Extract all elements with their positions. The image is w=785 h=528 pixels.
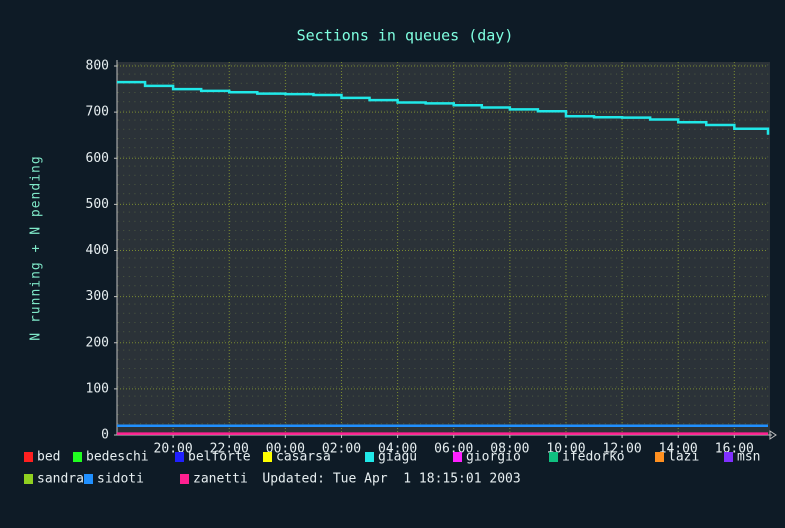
- x-tick-label: 00:00: [266, 442, 305, 457]
- legend-swatch: [175, 452, 184, 462]
- legend-swatch: [263, 452, 272, 462]
- y-tick-label: 300: [86, 289, 109, 304]
- legend-swatch: [24, 452, 33, 462]
- x-tick-label: 12:00: [603, 442, 642, 457]
- legend-swatch: [453, 452, 462, 462]
- series-line: [117, 80, 770, 135]
- x-tick-label: 06:00: [434, 442, 473, 457]
- legend-label: zanetti: [193, 472, 248, 487]
- axis-arrow: [769, 430, 777, 440]
- legend-swatch: [365, 452, 374, 462]
- y-axis-label: N running + N pending: [29, 155, 44, 340]
- legend-swatch: [549, 452, 558, 462]
- y-tick-label: 200: [86, 335, 109, 350]
- legend-label: casarsa: [276, 450, 331, 465]
- legend-label: sidoti: [97, 472, 144, 487]
- legend-label: lazi: [668, 450, 699, 465]
- legend-label: msn: [737, 450, 760, 465]
- x-tick-label: 20:00: [154, 442, 193, 457]
- legend-swatch: [180, 474, 189, 484]
- minor-grid: [117, 62, 770, 435]
- x-tick-label: 08:00: [490, 442, 529, 457]
- updated-note: Updated: Tue Apr 1 18:15:01 2003: [262, 472, 520, 487]
- x-tick-label: 14:00: [659, 442, 698, 457]
- y-tick-label: 800: [86, 59, 109, 74]
- y-tick-label: 500: [86, 197, 109, 212]
- legend-label: giagu: [378, 450, 417, 465]
- legend-swatch: [73, 452, 82, 462]
- legend-label: ifedorko: [562, 450, 625, 465]
- x-tick-label: 22:00: [210, 442, 249, 457]
- legend-label: bedeschi: [86, 450, 149, 465]
- y-tick-label: 600: [86, 151, 109, 166]
- chart-title: Sections in queues (day): [297, 27, 514, 45]
- legend-swatch: [84, 474, 93, 484]
- legend-swatch: [655, 452, 664, 462]
- y-tick-label: 0: [101, 428, 109, 443]
- y-tick-label: 700: [86, 105, 109, 120]
- legend-swatch: [24, 474, 33, 484]
- y-tick-label: 400: [86, 243, 109, 258]
- legend-swatch: [724, 452, 733, 462]
- x-tick-label: 04:00: [378, 442, 417, 457]
- legend-label: belforte: [188, 450, 251, 465]
- y-tick-label: 100: [86, 381, 109, 396]
- legend-label: sandra: [37, 472, 84, 487]
- legend-label: bed: [37, 450, 60, 465]
- x-tick-label: 02:00: [322, 442, 361, 457]
- legend-label: giorgio: [466, 450, 521, 465]
